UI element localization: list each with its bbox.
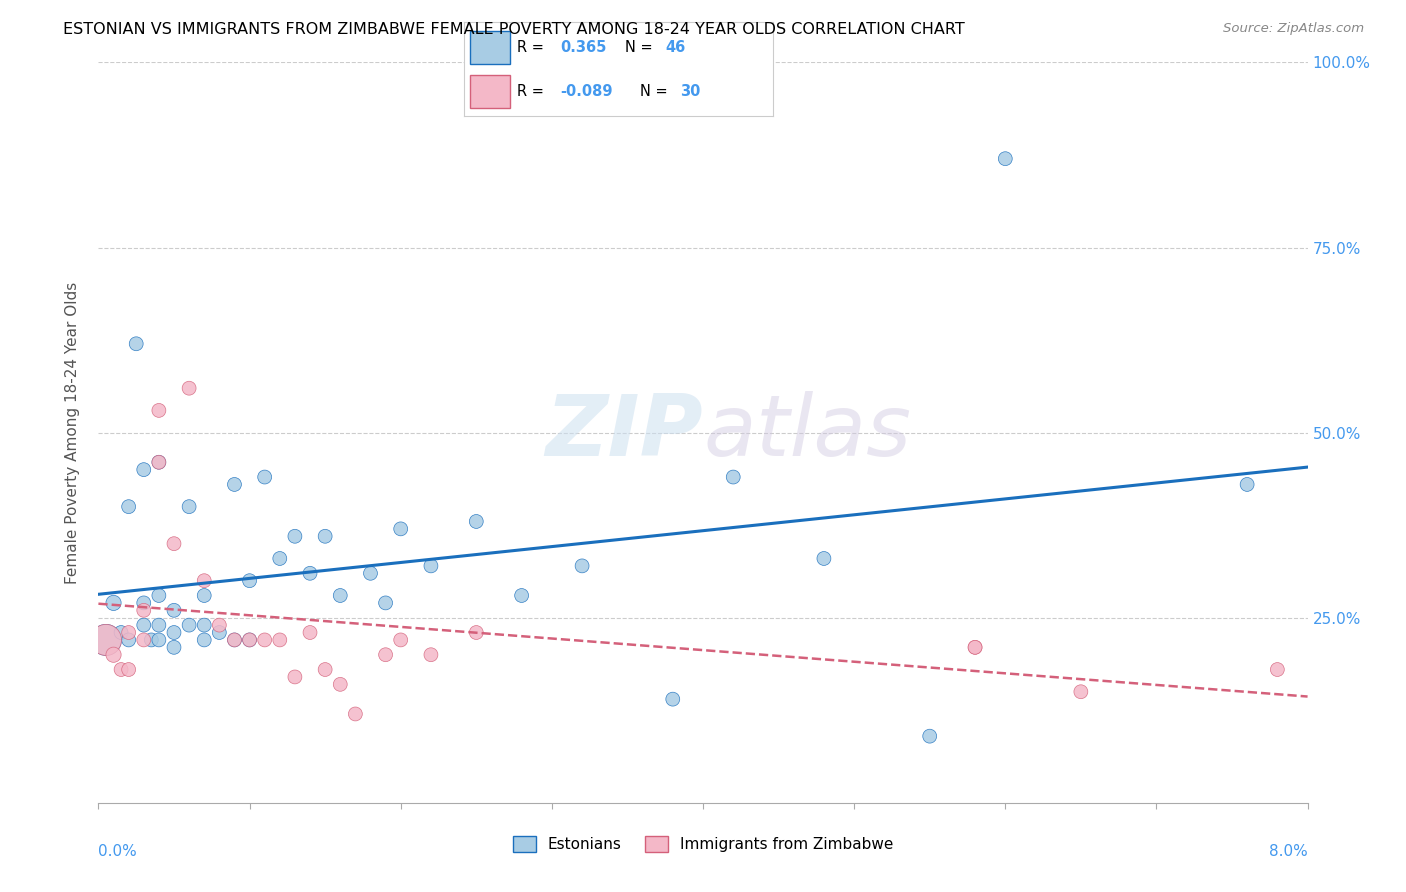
Point: [179, 618, 201, 632]
Point: [193, 618, 215, 632]
Point: [118, 500, 141, 514]
Point: [284, 529, 307, 543]
Point: [148, 455, 170, 469]
Point: [118, 625, 141, 640]
Point: [224, 632, 246, 647]
Point: [163, 640, 186, 655]
Point: [360, 566, 382, 581]
Point: [163, 536, 186, 550]
Point: [224, 632, 246, 647]
Point: [239, 632, 262, 647]
Point: [314, 663, 336, 677]
Point: [510, 589, 533, 603]
Text: ZIP: ZIP: [546, 391, 703, 475]
Point: [118, 632, 141, 647]
Point: [420, 648, 443, 662]
Point: [965, 640, 987, 655]
Point: [344, 706, 367, 721]
Point: [389, 522, 412, 536]
Point: [269, 632, 291, 647]
Point: [148, 589, 170, 603]
Text: 0.0%: 0.0%: [98, 844, 138, 858]
Point: [132, 618, 155, 632]
Point: [661, 692, 683, 706]
Point: [179, 381, 201, 395]
Text: N =: N =: [640, 84, 672, 99]
Point: [163, 625, 186, 640]
Point: [148, 455, 170, 469]
Point: [125, 336, 148, 351]
Point: [148, 632, 170, 647]
Y-axis label: Female Poverty Among 18-24 Year Olds: Female Poverty Among 18-24 Year Olds: [65, 282, 80, 583]
Text: atlas: atlas: [703, 391, 911, 475]
Text: 8.0%: 8.0%: [1268, 844, 1308, 858]
Point: [148, 618, 170, 632]
Point: [239, 632, 262, 647]
Point: [132, 603, 155, 617]
Point: [193, 589, 215, 603]
Point: [253, 470, 276, 484]
Point: [141, 632, 163, 647]
Point: [465, 625, 488, 640]
Point: [389, 632, 412, 647]
Point: [329, 677, 352, 691]
Point: [314, 529, 336, 543]
Point: [132, 462, 155, 476]
Point: [374, 648, 396, 662]
Point: [110, 663, 132, 677]
Point: [118, 663, 141, 677]
Point: [94, 632, 117, 647]
Point: [224, 477, 246, 491]
Point: [965, 640, 987, 655]
Point: [132, 596, 155, 610]
Point: [208, 618, 231, 632]
Point: [148, 403, 170, 417]
Point: [1267, 663, 1289, 677]
Point: [299, 566, 322, 581]
Legend: Estonians, Immigrants from Zimbabwe: Estonians, Immigrants from Zimbabwe: [506, 830, 900, 858]
Text: Source: ZipAtlas.com: Source: ZipAtlas.com: [1223, 22, 1364, 36]
Point: [103, 648, 125, 662]
Point: [571, 558, 593, 573]
Point: [269, 551, 291, 566]
Text: R =: R =: [516, 84, 548, 99]
FancyBboxPatch shape: [470, 75, 510, 109]
Point: [193, 574, 215, 588]
Text: R =: R =: [516, 40, 548, 55]
Point: [132, 632, 155, 647]
Point: [918, 729, 941, 743]
Point: [374, 596, 396, 610]
Point: [253, 632, 276, 647]
Point: [813, 551, 835, 566]
Point: [193, 632, 215, 647]
Point: [239, 574, 262, 588]
Point: [103, 596, 125, 610]
Point: [329, 589, 352, 603]
Point: [465, 515, 488, 529]
FancyBboxPatch shape: [470, 30, 510, 64]
Point: [208, 625, 231, 640]
Text: 30: 30: [681, 84, 700, 99]
Point: [179, 500, 201, 514]
Point: [284, 670, 307, 684]
Point: [163, 603, 186, 617]
Text: 0.365: 0.365: [560, 40, 606, 55]
Point: [723, 470, 745, 484]
Text: -0.089: -0.089: [560, 84, 613, 99]
Point: [110, 625, 132, 640]
Text: ESTONIAN VS IMMIGRANTS FROM ZIMBABWE FEMALE POVERTY AMONG 18-24 YEAR OLDS CORREL: ESTONIAN VS IMMIGRANTS FROM ZIMBABWE FEM…: [63, 22, 965, 37]
Point: [94, 632, 117, 647]
Point: [994, 152, 1017, 166]
Point: [1236, 477, 1258, 491]
Point: [299, 625, 322, 640]
Point: [1070, 685, 1092, 699]
Text: 46: 46: [665, 40, 685, 55]
Text: N =: N =: [624, 40, 657, 55]
Point: [420, 558, 443, 573]
